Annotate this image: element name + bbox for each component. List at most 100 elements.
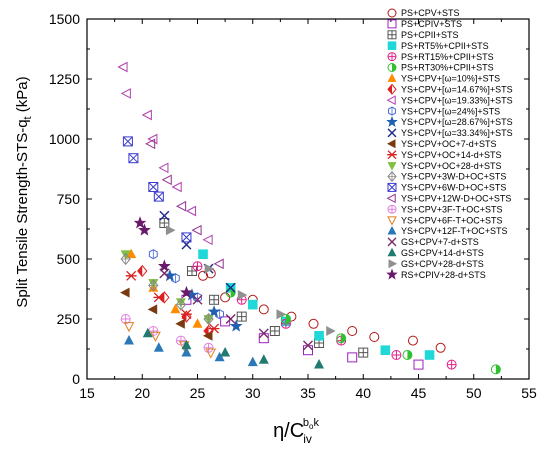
y-axis-title: Split Tensile Strength-STS-qt (kPa) <box>14 76 34 307</box>
data-point <box>205 348 217 359</box>
x-tick-label: 50 <box>466 385 482 401</box>
data-point <box>225 314 236 324</box>
x-axis-title-main: η/C <box>273 420 304 442</box>
legend-label: YS+CPV+12F-T+OC+STS <box>401 226 508 236</box>
data-point <box>303 340 313 351</box>
x-axis-title-superscript: b <box>303 417 309 429</box>
series-points <box>133 216 193 299</box>
legend-marker <box>387 247 397 257</box>
data-point <box>133 216 147 229</box>
data-point <box>171 181 182 193</box>
x-tick-label: 30 <box>245 385 261 401</box>
data-point <box>147 133 158 145</box>
series-points <box>145 138 224 270</box>
y-tick-label: 1250 <box>49 71 80 87</box>
legend-label: YS+CPV+12W-D+OC+STS <box>401 194 511 204</box>
data-point <box>180 285 193 299</box>
x-axis-title-subscript: iv <box>303 432 312 446</box>
data-point <box>202 234 213 246</box>
data-point <box>128 153 139 164</box>
data-point <box>314 330 324 341</box>
data-point <box>191 224 202 236</box>
data-point <box>369 332 380 342</box>
legend-label: PS+RT15%+CPII+STS <box>401 52 494 62</box>
data-point <box>175 318 185 329</box>
data-point <box>413 359 424 370</box>
legend-marker <box>386 193 396 204</box>
data-point <box>157 259 171 272</box>
data-point <box>142 327 153 338</box>
y-axis-title-subscript: t <box>22 116 34 119</box>
y-tick-label: 0 <box>72 371 80 387</box>
data-point <box>402 350 413 360</box>
x-tick-label: 40 <box>355 385 371 401</box>
legend-label: YS+CPV+[ω=24%]+STS <box>401 106 500 116</box>
y-axis-title-unit: (kPa) <box>14 76 31 116</box>
data-point <box>153 292 165 303</box>
series-points <box>122 136 192 243</box>
series-points <box>148 249 224 320</box>
legend-label: PS+RT5%+CPII+STS <box>401 41 489 51</box>
series-points <box>225 287 501 375</box>
data-point <box>202 330 213 341</box>
data-point <box>159 210 170 221</box>
y-tick-label: 250 <box>57 311 81 327</box>
data-point <box>247 299 258 310</box>
data-point <box>186 266 197 276</box>
data-point <box>165 225 176 236</box>
x-tick-label: 25 <box>190 385 206 401</box>
data-point <box>141 109 152 121</box>
data-point <box>170 303 181 314</box>
x-axis-title: η/Civ bok <box>273 417 319 446</box>
legend-marker <box>387 204 397 214</box>
data-point <box>391 350 402 360</box>
series-points <box>117 61 213 246</box>
data-point <box>185 205 197 217</box>
legend-marker <box>387 170 397 183</box>
data-point <box>308 318 319 329</box>
data-point <box>247 356 258 367</box>
data-point <box>204 263 215 274</box>
data-point <box>117 61 128 73</box>
data-point <box>258 333 269 344</box>
data-points <box>117 61 501 375</box>
data-point <box>208 323 220 334</box>
data-point <box>207 305 221 318</box>
data-point <box>120 252 131 266</box>
data-point <box>148 249 158 260</box>
y-tick-label: 750 <box>57 191 81 207</box>
data-point <box>237 290 248 300</box>
data-point <box>446 359 457 370</box>
data-point <box>176 200 187 212</box>
data-point <box>225 282 236 293</box>
legend-marker <box>387 225 397 235</box>
legend-marker <box>388 106 396 116</box>
data-point <box>181 232 192 243</box>
legend-label: YS+CPV+OC+14-d+STS <box>401 150 502 160</box>
data-point <box>314 359 325 369</box>
series-points <box>125 270 220 334</box>
data-point <box>347 352 358 363</box>
legend-label: PS+CPIV+STS <box>401 19 462 29</box>
legend-marker <box>386 115 398 127</box>
legend-marker <box>387 19 397 29</box>
data-point <box>358 347 369 358</box>
data-point <box>303 345 313 356</box>
legend-marker <box>386 139 396 149</box>
x-axis-title-superscript-subscript: o <box>309 422 314 431</box>
data-point <box>181 339 192 350</box>
legend-label: PS+CPII+STS <box>401 30 459 40</box>
legend-label: GS+CPV+14-d+STS <box>401 248 484 258</box>
legend-label: YS+CPV+3F-T+OC+STS <box>401 204 503 214</box>
data-point <box>147 304 158 315</box>
data-point <box>123 335 134 345</box>
y-tick-label: 500 <box>57 251 81 267</box>
data-point <box>181 309 192 320</box>
legend-marker <box>387 162 397 171</box>
data-point <box>229 319 243 332</box>
data-point <box>148 279 159 292</box>
x-axis: 15 20 25 30 35 40 45 50 55 <box>79 19 537 401</box>
legend-label: YS+CPV+[ω=28.67%]+STS <box>401 117 513 127</box>
data-point <box>158 162 169 174</box>
